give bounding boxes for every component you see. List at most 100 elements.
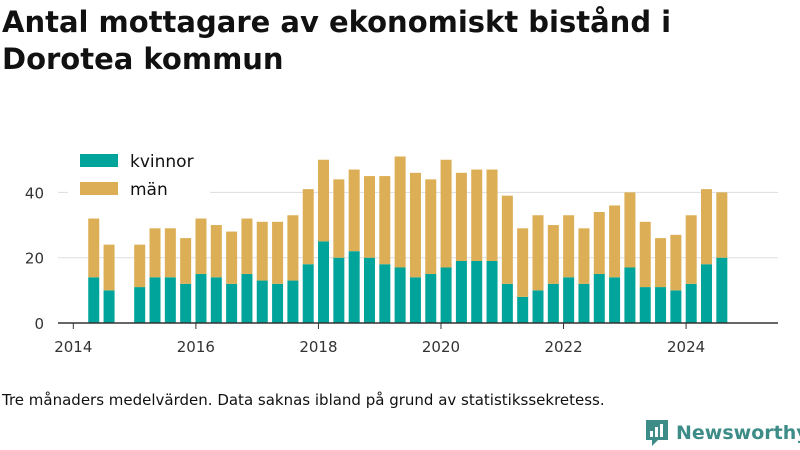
bar-kvinnor bbox=[639, 287, 651, 323]
bar-man bbox=[180, 238, 192, 284]
stacked-bar-chart: 0 20 40 2014 2016 2018 2020 2022 2024 kvinnor m… bbox=[25, 146, 778, 356]
bar-man bbox=[394, 156, 406, 268]
legend-label-man: män bbox=[130, 180, 168, 200]
y-tick-label: 0 bbox=[34, 315, 44, 333]
bar-kvinnor bbox=[578, 283, 590, 323]
bar-kvinnor bbox=[88, 277, 100, 323]
bar-kvinnor bbox=[164, 277, 176, 323]
bar-kvinnor bbox=[425, 274, 437, 323]
bar-man bbox=[624, 192, 636, 268]
bar-man bbox=[517, 228, 529, 297]
bar-man bbox=[670, 234, 682, 291]
bar-man bbox=[88, 218, 100, 278]
bar-kvinnor bbox=[241, 274, 253, 323]
bar-man bbox=[685, 215, 697, 284]
bar-man bbox=[639, 221, 651, 288]
x-tick-label: 2018 bbox=[299, 338, 337, 356]
bar-kvinnor bbox=[348, 251, 360, 323]
x-tick-label: 2022 bbox=[544, 338, 582, 356]
bar-kvinnor bbox=[501, 283, 513, 323]
bar-kvinnor bbox=[195, 274, 207, 323]
bar-man bbox=[701, 189, 713, 265]
bar-man bbox=[440, 159, 452, 268]
bar-kvinnor bbox=[333, 257, 345, 323]
bar-man bbox=[333, 179, 345, 258]
bar-kvinnor bbox=[180, 283, 192, 323]
bar-man bbox=[318, 159, 330, 242]
bar-kvinnor bbox=[409, 277, 421, 323]
bar-kvinnor bbox=[716, 257, 728, 323]
bar-man bbox=[471, 169, 483, 261]
bar-man bbox=[348, 169, 360, 252]
bar-kvinnor bbox=[287, 280, 299, 323]
bar-man bbox=[287, 215, 299, 281]
bar-man bbox=[563, 215, 575, 278]
bar-man bbox=[226, 231, 238, 284]
bar-man bbox=[164, 228, 176, 278]
bar-kvinnor bbox=[272, 283, 284, 323]
bar-kvinnor bbox=[670, 290, 682, 323]
x-tick-label: 2014 bbox=[54, 338, 92, 356]
bar-man bbox=[501, 195, 513, 284]
bar-man bbox=[455, 172, 467, 261]
bars bbox=[88, 156, 728, 323]
bar-kvinnor bbox=[149, 277, 161, 323]
legend-swatch-kvinnor bbox=[80, 154, 118, 167]
bar-kvinnor bbox=[701, 264, 713, 323]
bar-man bbox=[532, 215, 544, 291]
bar-man bbox=[149, 228, 161, 278]
newsworthy-logo: Newsworthy bbox=[644, 418, 800, 448]
bar-kvinnor bbox=[210, 277, 222, 323]
bar-man bbox=[195, 218, 207, 275]
bar-kvinnor bbox=[318, 241, 330, 323]
x-tick-label: 2024 bbox=[667, 338, 705, 356]
legend-label-kvinnor: kvinnor bbox=[130, 152, 194, 172]
bar-man bbox=[409, 172, 421, 278]
y-tick-label: 40 bbox=[25, 184, 44, 202]
bar-man bbox=[609, 205, 621, 278]
chart-title: Antal mottagare av ekonomiskt bistånd i … bbox=[2, 5, 672, 76]
bar-kvinnor bbox=[624, 267, 636, 323]
brand-name: Newsworthy bbox=[676, 422, 800, 444]
bar-kvinnor bbox=[593, 274, 605, 323]
bar-man bbox=[272, 221, 284, 284]
bar-man bbox=[547, 225, 559, 284]
bar-man bbox=[302, 189, 314, 265]
bar-kvinnor bbox=[685, 283, 697, 323]
bar-kvinnor bbox=[394, 267, 406, 323]
bar-man bbox=[256, 221, 268, 281]
bar-man bbox=[486, 169, 498, 261]
x-tick-label: 2016 bbox=[177, 338, 215, 356]
bar-kvinnor bbox=[256, 280, 268, 323]
bar-kvinnor bbox=[134, 287, 146, 323]
bar-kvinnor bbox=[363, 257, 375, 323]
bar-man bbox=[578, 228, 590, 284]
bar-man bbox=[210, 225, 222, 278]
bar-kvinnor bbox=[379, 264, 391, 323]
legend-swatch-man bbox=[80, 182, 118, 195]
bar-kvinnor bbox=[609, 277, 621, 323]
y-tick-label: 20 bbox=[25, 250, 44, 268]
bar-man bbox=[363, 176, 375, 258]
bar-kvinnor bbox=[532, 290, 544, 323]
bar-man bbox=[716, 192, 728, 258]
bar-kvinnor bbox=[486, 260, 498, 323]
bar-man bbox=[134, 244, 146, 288]
bar-kvinnor bbox=[517, 296, 529, 323]
bar-man bbox=[103, 244, 115, 291]
bar-kvinnor bbox=[471, 260, 483, 323]
bar-kvinnor bbox=[440, 267, 452, 323]
bar-man bbox=[655, 238, 667, 288]
bar-kvinnor bbox=[226, 283, 238, 323]
legend: kvinnor män bbox=[68, 146, 210, 206]
bar-kvinnor bbox=[455, 260, 467, 323]
bar-kvinnor bbox=[655, 287, 667, 323]
bar-kvinnor bbox=[547, 283, 559, 323]
x-tick-label: 2020 bbox=[422, 338, 460, 356]
bar-man bbox=[425, 179, 437, 275]
bar-man bbox=[241, 218, 253, 275]
brand-icon bbox=[646, 420, 668, 446]
axes: 2014 2016 2018 2020 2022 2024 bbox=[54, 322, 778, 356]
bar-kvinnor bbox=[103, 290, 115, 323]
bar-man bbox=[379, 176, 391, 265]
